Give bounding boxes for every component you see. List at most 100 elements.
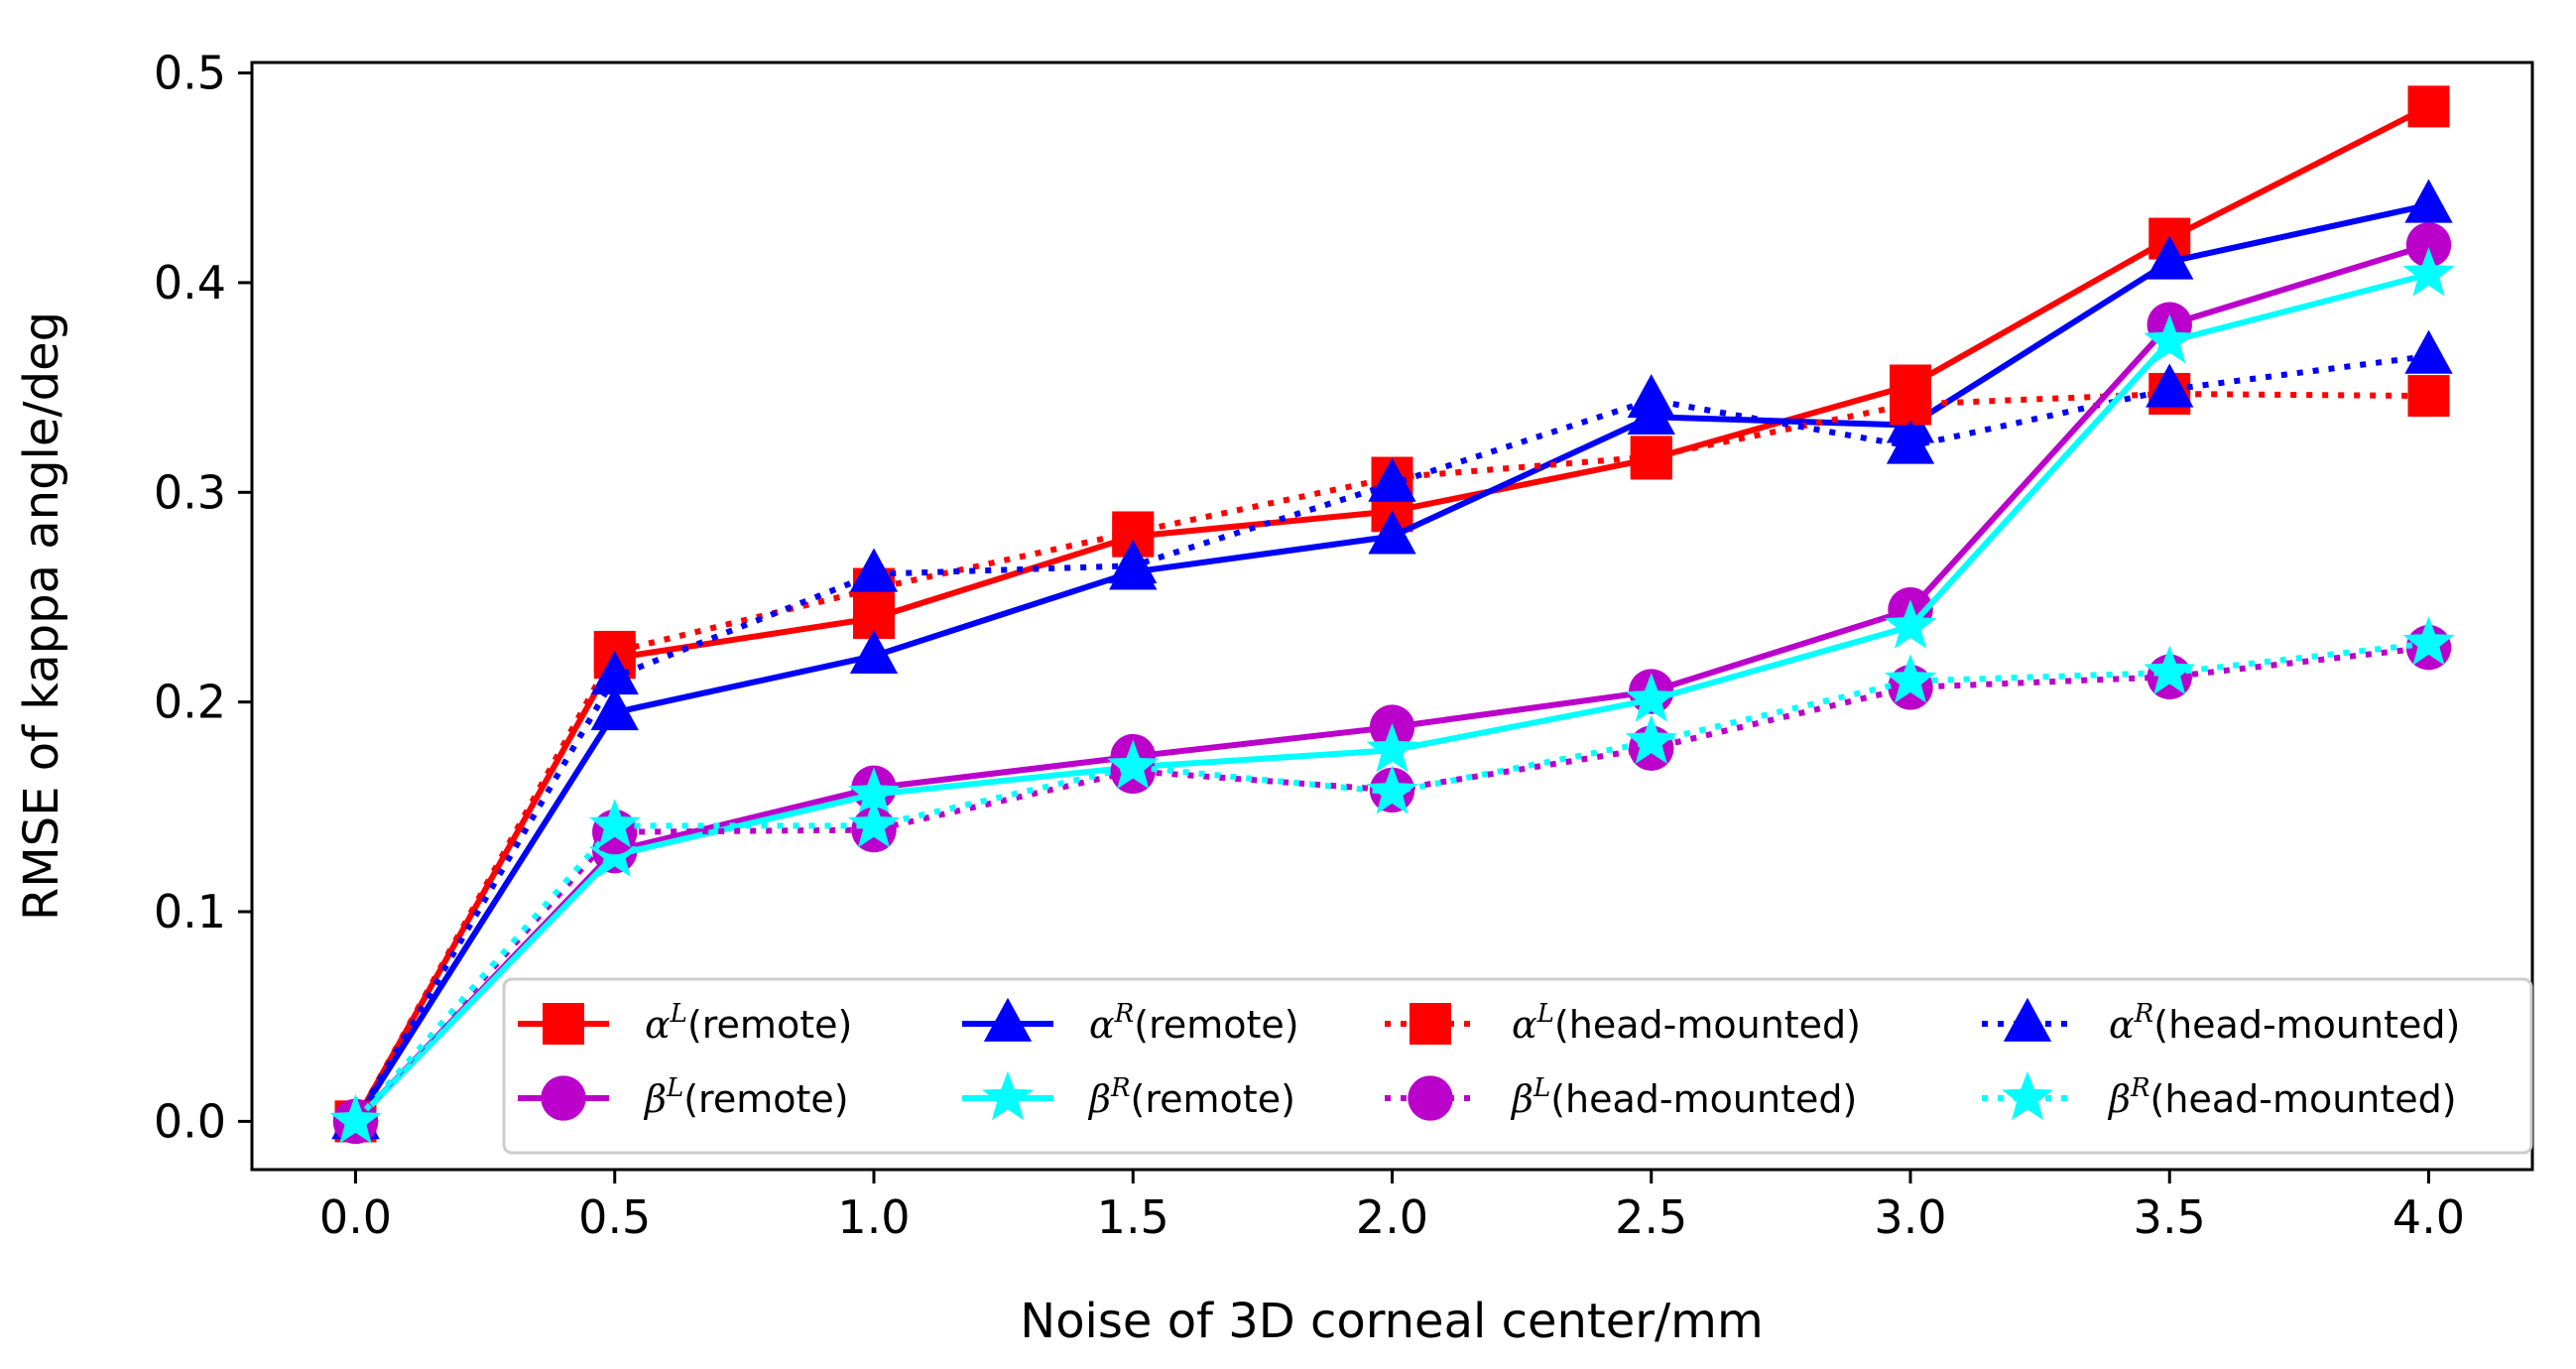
legend-label: αL(head-mounted) [1512,999,1861,1047]
series-line [353,644,2429,1124]
legend-greek-symbol: β [1087,1077,1111,1121]
legend-item: βL(remote) [518,1073,849,1121]
legend-greek-symbol: β [1510,1077,1533,1121]
y-tick-label: 0.0 [154,1094,226,1148]
legend-superscript: L [670,999,687,1029]
legend-marker [543,1003,584,1045]
data-point [2402,616,2455,666]
legend-item: βR(remote) [962,1070,1295,1121]
data-point [590,651,639,695]
legend-suffix: (remote) [687,1003,852,1047]
legend-greek-symbol: α [2109,1003,2135,1047]
y-axis: 0.0 0.1 0.2 0.3 0.4 0.5 [154,47,252,1148]
data-point [1886,420,1935,464]
legend-suffix: (head-mounted) [2153,1003,2460,1047]
data-point [2144,313,2196,364]
legend-item: αL(head-mounted) [1385,999,1861,1047]
legend: αL(remote) αR(remote) αL(head-mounted) αR(h… [502,977,2533,1155]
y-tick-label: 0.4 [154,256,226,310]
legend-item: αR(remote) [962,997,1299,1047]
legend-suffix: (remote) [1131,1077,1295,1121]
data-point [588,799,641,848]
legend-superscript: L [1533,1073,1550,1103]
legend-marker [2002,1070,2053,1121]
legend-item: αL(remote) [518,999,852,1047]
data-point [1627,374,1675,419]
data-point [1625,673,1677,722]
data-point [1885,599,1936,649]
legend-item: βR(head-mounted) [1982,1070,2457,1121]
data-point [1885,654,1936,703]
data-point [1368,510,1416,555]
legend-superscript: R [2134,999,2154,1029]
legend-label: αR(head-mounted) [2109,999,2460,1047]
data-point [848,767,900,816]
y-axis-title: RMSE of kappa angle/deg [14,311,69,921]
x-axis-title: Noise of 3D corneal center/mm [1020,1294,1763,1349]
data-point [2407,85,2450,128]
legend-item: βL(head-mounted) [1385,1073,1857,1121]
data-point [2146,363,2194,408]
legend-label: αL(remote) [645,999,852,1047]
x-tick-label: 0.0 [319,1190,392,1244]
series-group [329,616,2455,1144]
data-point [2404,329,2453,374]
x-tick-label: 4.0 [2392,1190,2465,1244]
legend-greek-symbol: β [643,1077,667,1121]
data-point [849,629,899,675]
legend-label: βR(remote) [1087,1073,1295,1121]
legend-suffix: (remote) [683,1077,848,1121]
data-point [2404,179,2453,223]
legend-greek-symbol: α [1089,1003,1115,1047]
y-tick-label: 0.1 [154,885,226,938]
data-point [329,1094,382,1144]
x-tick-label: 3.0 [1874,1190,1946,1244]
legend-label: βR(head-mounted) [2107,1073,2457,1121]
legend-superscript: R [2130,1073,2150,1103]
data-point [1625,714,1677,764]
legend-item: αR(head-mounted) [1982,997,2460,1047]
legend-marker [982,1070,1034,1121]
x-tick-label: 1.5 [1097,1190,1169,1244]
legend-label: αR(remote) [1089,999,1299,1047]
legend-greek-symbol: α [1512,1003,1537,1047]
legend-suffix: (head-mounted) [1554,1003,1861,1047]
legend-superscript: R [1110,1073,1131,1103]
legend-suffix: (head-mounted) [2150,1077,2457,1121]
data-point [2146,235,2194,280]
data-point [1366,723,1418,773]
legend-marker [2003,997,2052,1042]
series-layer [329,85,2455,1145]
legend-marker [541,1075,586,1121]
data-point [2405,222,2452,268]
data-point [2407,375,2450,418]
data-point [848,799,900,848]
legend-label: βL(head-mounted) [1510,1073,1857,1121]
x-tick-label: 2.5 [1615,1190,1687,1244]
y-tick-label: 0.2 [154,676,226,729]
series-line [352,352,2429,1123]
legend-superscript: L [1536,999,1554,1029]
data-point [2144,645,2196,695]
legend-marker [983,997,1033,1042]
x-tick-label: 3.5 [2134,1190,2206,1244]
x-tick-label: 2.0 [1356,1190,1428,1244]
legend-greek-symbol: α [645,1003,671,1047]
data-point [1107,739,1160,790]
legend-marker [1410,1003,1451,1045]
legend-suffix: (head-mounted) [1550,1077,1857,1121]
data-point [1630,436,1672,478]
legend-greek-symbol: β [2107,1077,2131,1121]
y-tick-label: 0.5 [154,47,226,100]
legend-suffix: (remote) [1134,1003,1298,1047]
data-point [849,548,899,592]
y-tick-label: 0.3 [154,465,226,519]
legend-superscript: R [1114,999,1135,1029]
legend-superscript: L [666,1073,683,1103]
x-tick-label: 1.0 [837,1190,910,1244]
data-point [1109,540,1158,584]
legend-label: βL(remote) [643,1073,849,1121]
data-point [1366,765,1418,814]
